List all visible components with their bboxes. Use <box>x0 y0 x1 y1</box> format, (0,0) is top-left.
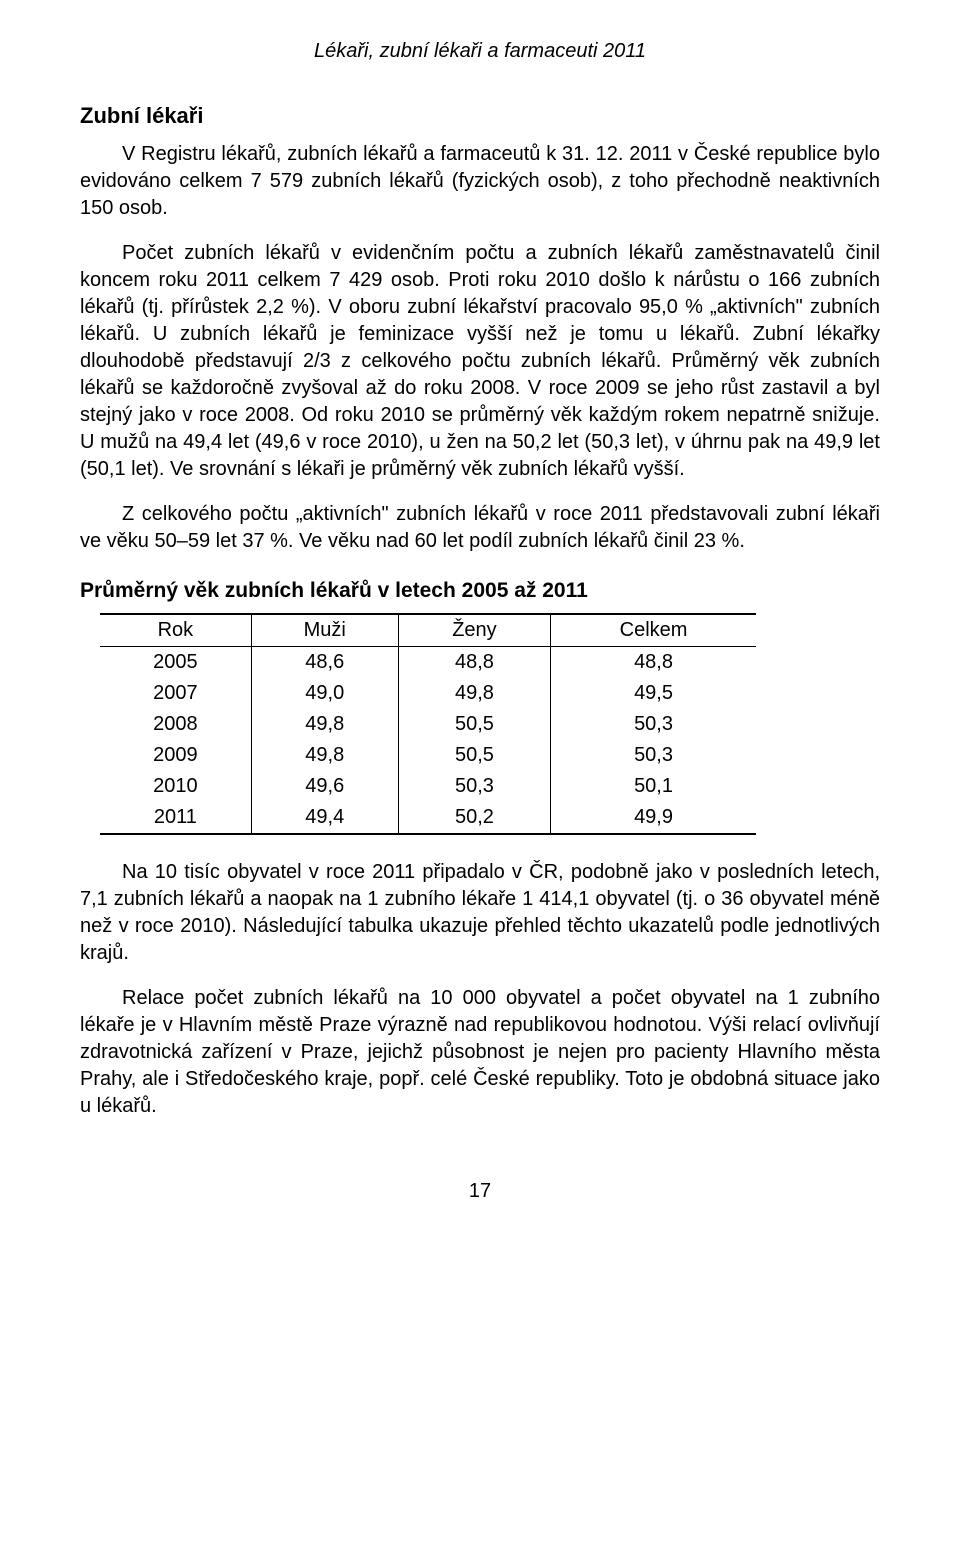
table-row: 2011 49,4 50,2 49,9 <box>100 802 756 834</box>
col-header-celkem: Celkem <box>551 614 756 647</box>
paragraph-2: Počet zubních lékařů v evidenčním počtu … <box>80 240 880 483</box>
cell: 49,9 <box>551 802 756 834</box>
avg-age-table: Rok Muži Ženy Celkem 2005 48,6 48,8 48,8… <box>100 613 756 835</box>
paragraph-5: Relace počet zubních lékařů na 10 000 ob… <box>80 985 880 1120</box>
table-header-row: Rok Muži Ženy Celkem <box>100 614 756 647</box>
paragraph-4: Na 10 tisíc obyvatel v roce 2011 připada… <box>80 859 880 967</box>
cell: 49,8 <box>251 740 398 771</box>
col-header-rok: Rok <box>100 614 251 647</box>
cell: 48,6 <box>251 647 398 679</box>
cell: 49,8 <box>398 678 550 709</box>
table-row: 2008 49,8 50,5 50,3 <box>100 709 756 740</box>
table-row: 2009 49,8 50,5 50,3 <box>100 740 756 771</box>
cell: 2007 <box>100 678 251 709</box>
cell: 50,5 <box>398 740 550 771</box>
table-row: 2010 49,6 50,3 50,1 <box>100 771 756 802</box>
cell: 50,3 <box>398 771 550 802</box>
cell: 2005 <box>100 647 251 679</box>
cell: 50,1 <box>551 771 756 802</box>
paragraph-3: Z celkového počtu „aktivních" zubních lé… <box>80 501 880 555</box>
cell: 50,3 <box>551 740 756 771</box>
cell: 50,2 <box>398 802 550 834</box>
cell: 49,6 <box>251 771 398 802</box>
cell: 49,5 <box>551 678 756 709</box>
col-header-zeny: Ženy <box>398 614 550 647</box>
cell: 49,0 <box>251 678 398 709</box>
col-header-muzi: Muži <box>251 614 398 647</box>
table-row: 2007 49,0 49,8 49,5 <box>100 678 756 709</box>
cell: 2008 <box>100 709 251 740</box>
cell: 2011 <box>100 802 251 834</box>
cell: 48,8 <box>398 647 550 679</box>
cell: 50,5 <box>398 709 550 740</box>
cell: 50,3 <box>551 709 756 740</box>
table-title: Průměrný věk zubních lékařů v letech 200… <box>80 579 880 603</box>
cell: 49,8 <box>251 709 398 740</box>
table-row: 2005 48,6 48,8 48,8 <box>100 647 756 679</box>
page-number: 17 <box>80 1180 880 1203</box>
cell: 48,8 <box>551 647 756 679</box>
paragraph-1: V Registru lékařů, zubních lékařů a farm… <box>80 141 880 222</box>
running-title: Lékaři, zubní lékaři a farmaceuti 2011 <box>80 40 880 63</box>
cell: 49,4 <box>251 802 398 834</box>
cell: 2009 <box>100 740 251 771</box>
cell: 2010 <box>100 771 251 802</box>
section-heading: Zubní lékaři <box>80 103 880 129</box>
